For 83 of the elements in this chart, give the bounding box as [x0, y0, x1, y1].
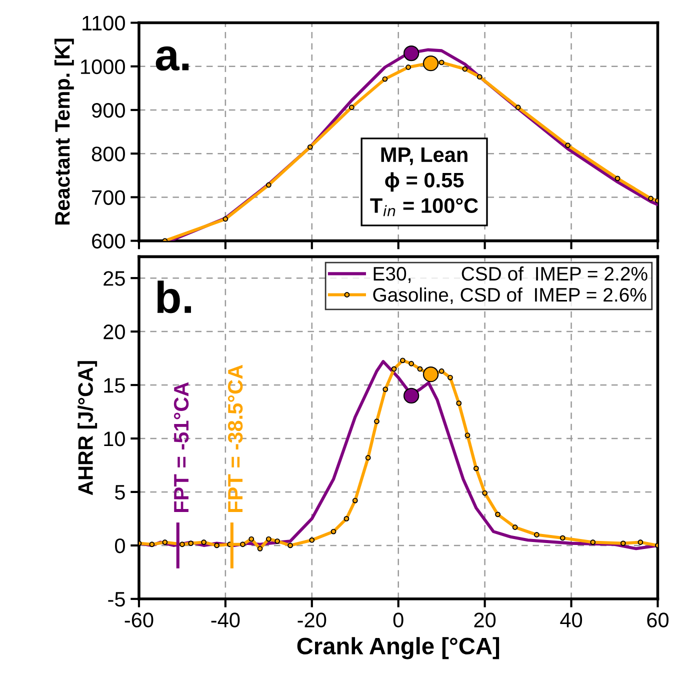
y-tick-label: 15: [104, 378, 125, 393]
point: [408, 360, 414, 366]
point: [422, 55, 439, 72]
x-tick-label: -60: [124, 612, 154, 628]
legend-label: E30, CSD of IMEP = 2.2%: [374, 266, 648, 283]
point: [590, 540, 596, 545]
point: [307, 144, 313, 150]
point: [391, 366, 397, 372]
x-tick-label: 40: [560, 612, 582, 628]
annotation: FPT = -38.5°CA: [228, 364, 243, 512]
point: [266, 182, 272, 188]
y-axis-title: AHRR [J/°CA]: [78, 361, 98, 496]
point: [534, 532, 540, 538]
x-tick-label: 0: [393, 612, 404, 628]
x-tick-label: 20: [474, 612, 496, 628]
point: [214, 542, 220, 548]
point: [620, 540, 626, 546]
y-tick-label: 0: [115, 538, 125, 554]
legend-label: Gasoline, CSD of IMEP = 2.6%: [373, 287, 646, 304]
y-tick-label: 900: [92, 102, 125, 118]
point: [201, 540, 207, 545]
point: [400, 358, 406, 364]
point: [274, 538, 280, 544]
y-axis-title: Reactant Temp. [K]: [54, 38, 74, 225]
point: [565, 142, 571, 148]
point: [180, 542, 185, 548]
point: [462, 66, 468, 72]
point: [374, 418, 380, 424]
point: [162, 540, 168, 545]
point: [438, 368, 444, 374]
point: [149, 542, 155, 548]
point: [638, 540, 644, 545]
x-tick-label: -40: [211, 612, 240, 628]
point: [448, 374, 453, 380]
y-tick-label: 10: [104, 431, 125, 446]
point: [344, 516, 350, 522]
y-tick-label: 1100: [82, 16, 125, 31]
point: [403, 45, 420, 62]
point: [266, 536, 272, 542]
point: [309, 537, 315, 543]
y-tick-label: -5: [108, 592, 125, 607]
point: [512, 524, 518, 530]
y-tick-label: 700: [92, 190, 125, 205]
point: [456, 400, 462, 406]
point: [330, 528, 336, 534]
point: [240, 542, 246, 548]
point: [473, 466, 479, 472]
annotation: FPT = -51°CA: [174, 382, 189, 512]
x-axis-title: Crank Angle [°CA]: [297, 637, 500, 660]
point: [464, 432, 470, 438]
point: [515, 104, 521, 110]
point: [417, 366, 423, 372]
point: [348, 104, 354, 110]
x-tick-label: 60: [647, 612, 668, 628]
annotation: a.: [156, 46, 189, 71]
point: [365, 455, 371, 460]
point: [482, 490, 488, 496]
point: [614, 176, 620, 182]
point: [438, 60, 444, 66]
y-tick-label: 5: [115, 485, 125, 500]
y-tick-label: 800: [92, 146, 125, 162]
point: [476, 74, 482, 80]
point: [495, 512, 500, 518]
annotation: MP, Lean ϕ = 0.55 T$_{in}$ = 100°C: [370, 148, 478, 216]
annotation: b.: [157, 280, 191, 314]
point: [382, 76, 388, 82]
x-tick-label: -20: [298, 612, 326, 628]
point: [648, 196, 654, 202]
point: [560, 535, 566, 541]
point: [352, 498, 358, 504]
point: [382, 386, 388, 392]
point: [188, 540, 194, 546]
point: [288, 542, 293, 548]
y-tick-label: 600: [92, 234, 125, 249]
y-tick-label: 1000: [81, 59, 125, 74]
point: [422, 366, 439, 382]
y-tick-label: 20: [104, 324, 125, 340]
point: [257, 546, 263, 552]
point: [403, 388, 420, 404]
point: [222, 216, 228, 222]
y-tick-label: 25: [104, 271, 125, 286]
point: [406, 64, 411, 70]
point: [248, 536, 254, 542]
